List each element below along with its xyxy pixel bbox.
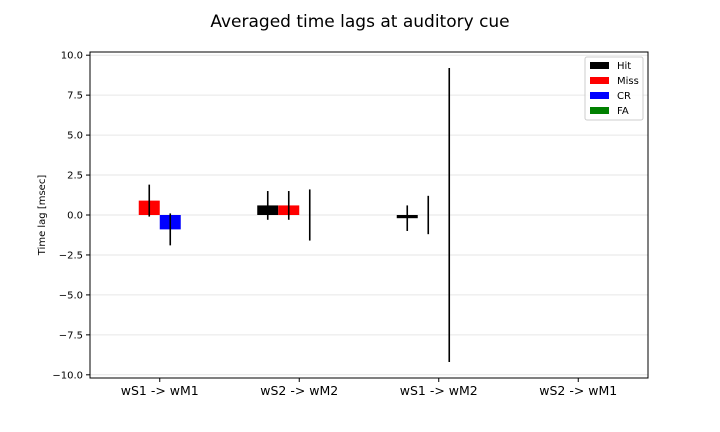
legend-swatch-cr	[590, 92, 609, 99]
x-tick-label: wS2 -> wM1	[539, 383, 617, 398]
x-tick-label: wS2 -> wM2	[260, 383, 338, 398]
legend-label-miss: Miss	[617, 76, 639, 87]
y-tick-label: 10.0	[61, 51, 83, 62]
legend-swatch-hit	[590, 62, 609, 69]
y-tick-label: −2.5	[59, 250, 83, 261]
legend: Hit Miss CR FA	[584, 56, 644, 121]
x-tick-label: wS1 -> wM1	[121, 383, 199, 398]
y-tick-label: −10.0	[52, 370, 83, 381]
legend-label-cr: CR	[617, 91, 631, 102]
x-tick-label: wS1 -> wM2	[400, 383, 478, 398]
y-axis-label: Time lag [msec]	[37, 175, 48, 257]
legend-swatch-miss	[590, 77, 609, 84]
y-tick-label: 2.5	[67, 171, 83, 182]
legend-label-fa: FA	[617, 106, 629, 117]
y-tick-label: −5.0	[59, 290, 83, 301]
chart-title: Averaged time lags at auditory cue	[210, 12, 509, 32]
legend-label-hit: Hit	[617, 61, 631, 72]
y-tick-label: 0.0	[67, 211, 83, 222]
y-tick-label: 5.0	[67, 131, 83, 142]
legend-swatch-fa	[590, 107, 609, 114]
y-tick-label: 7.5	[67, 91, 83, 102]
legend-box	[584, 56, 644, 121]
y-tick-label: −7.5	[59, 330, 83, 341]
